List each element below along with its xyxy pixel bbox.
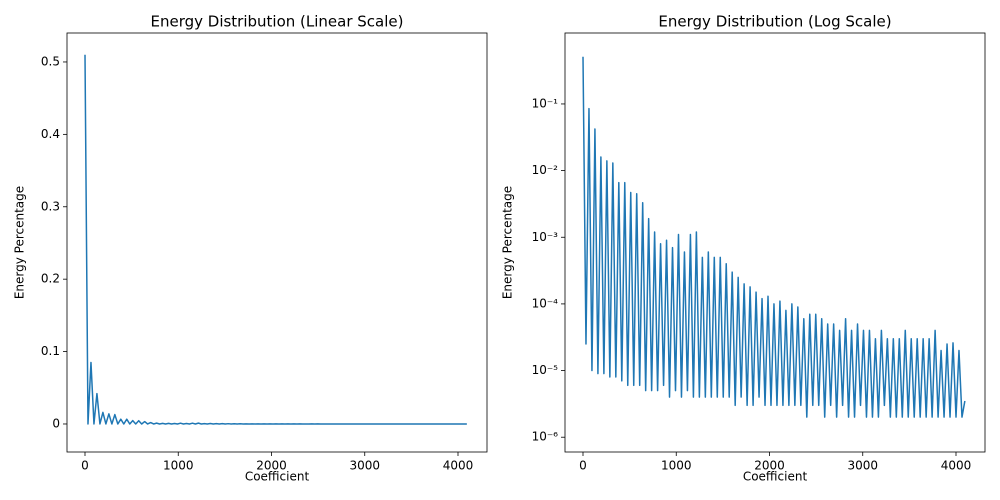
y-axis-label: Energy Percentage <box>501 186 515 299</box>
x-tick-label: 0 <box>81 459 89 473</box>
y-tick-label: 0 <box>52 416 60 430</box>
x-axis-label: Coefficient <box>743 470 808 484</box>
axes-frame <box>66 32 488 453</box>
x-axis-label: Coefficient <box>245 470 310 484</box>
x-tick-label: 3000 <box>349 459 380 473</box>
y-tick-label: 10⁻⁵ <box>532 363 559 377</box>
subplot-title: Energy Distribution (Linear Scale) <box>150 13 403 31</box>
x-tick-label: 3000 <box>847 459 878 473</box>
subplot: Energy Distribution (Linear Scale) Coeffi… <box>13 13 488 484</box>
y-tick-label: 0.3 <box>41 199 60 213</box>
x-tick-label: 4000 <box>941 459 972 473</box>
y-tick-label: 0.5 <box>41 54 60 68</box>
x-tick-label: 2000 <box>256 459 287 473</box>
y-tick-label: 0.1 <box>41 344 60 358</box>
subplot-title: Energy Distribution (Log Scale) <box>658 13 891 31</box>
data-line <box>84 54 467 425</box>
y-axis-label: Energy Percentage <box>13 186 27 299</box>
y-tick-label: 10⁻⁴ <box>532 296 559 310</box>
x-tick-label: 1000 <box>163 459 194 473</box>
axes-frame <box>564 32 986 453</box>
y-tick-label: 10⁻² <box>532 163 559 177</box>
data-line <box>582 56 966 418</box>
x-tick-label: 4000 <box>443 459 474 473</box>
y-tick-label: 0.2 <box>41 272 60 286</box>
x-tick-label: 2000 <box>754 459 785 473</box>
x-tick-label: 0 <box>579 459 587 473</box>
y-tick-label: 10⁻¹ <box>532 96 559 110</box>
y-tick-label: 0.4 <box>41 127 60 141</box>
x-tick-label: 1000 <box>661 459 692 473</box>
subplot: Energy Distribution (Log Scale) Coefficie… <box>501 13 986 484</box>
y-tick-label: 10⁻⁶ <box>532 430 559 444</box>
y-tick-label: 10⁻³ <box>532 230 559 244</box>
